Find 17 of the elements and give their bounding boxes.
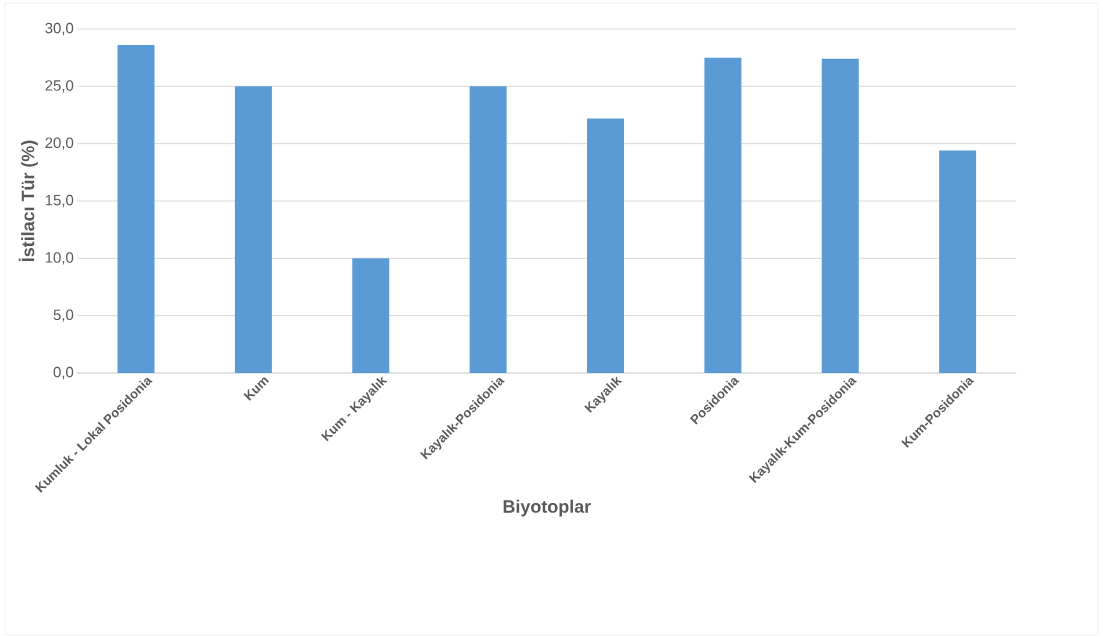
bar (704, 57, 742, 373)
bar (234, 86, 272, 373)
y-axis-title: İstilacı Tür (%) (18, 140, 38, 262)
y-tick-label: 30,0 (45, 22, 74, 36)
bar (352, 258, 390, 373)
y-tick-label: 15,0 (45, 194, 74, 208)
y-tick-label: 5,0 (53, 309, 74, 322)
bar (821, 58, 859, 373)
bar (939, 150, 977, 373)
y-tick-label: 10,0 (45, 252, 74, 265)
bar (117, 45, 155, 373)
x-axis-title: Biyotoplar (503, 499, 591, 517)
y-tick-label: 0,0 (53, 366, 74, 380)
y-tick-label: 25,0 (45, 80, 74, 93)
bar (469, 86, 507, 373)
y-tick-label: 20,0 (45, 137, 74, 150)
bar (587, 118, 625, 373)
